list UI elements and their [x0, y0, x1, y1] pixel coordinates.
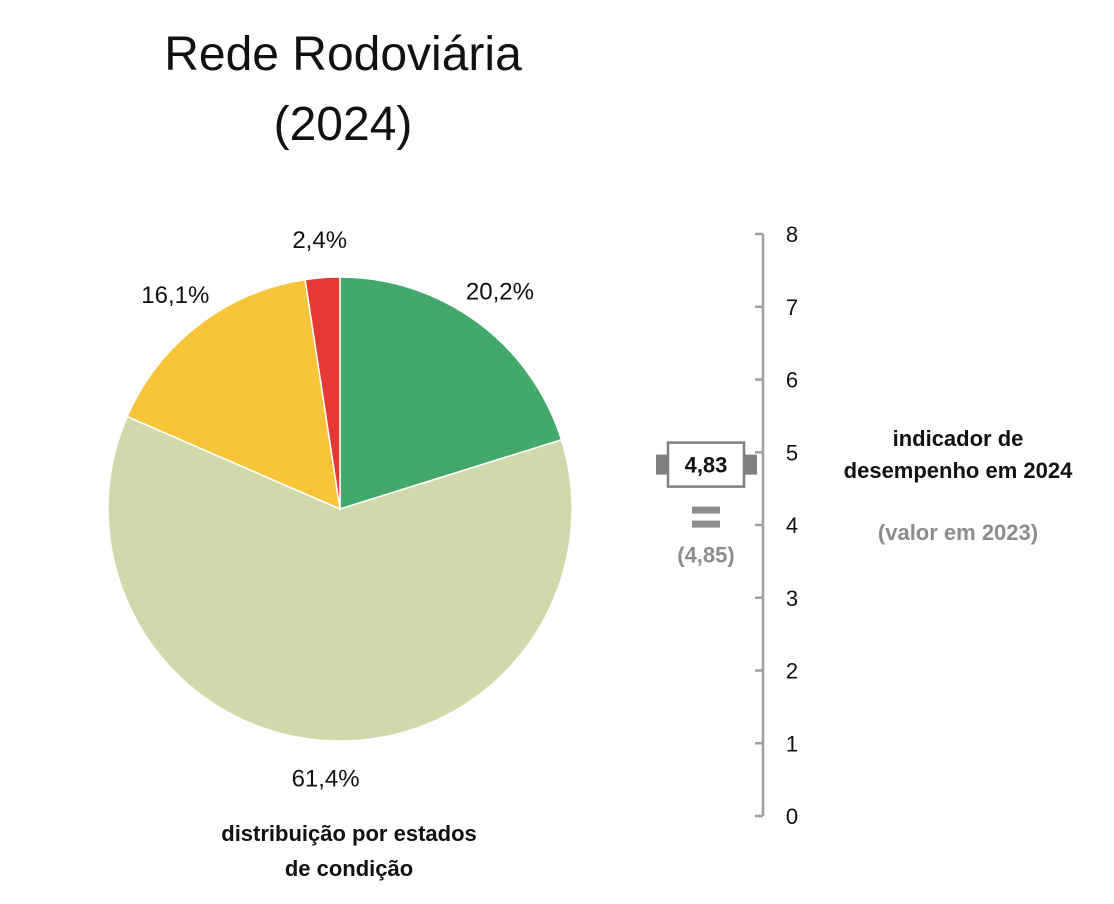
scale-tick-label-5: 5	[786, 440, 798, 465]
scale-ticks: 0 1 2 3 4 5 6 7 8	[755, 222, 798, 829]
marker-left-stub	[656, 454, 668, 475]
equal-icon-bar-top	[692, 506, 720, 514]
scale-tick-label-4: 4	[786, 513, 798, 538]
marker-right-stub	[744, 454, 757, 475]
indicator-value-2023: (4,85)	[677, 543, 734, 568]
scale-tick-label-3: 3	[786, 586, 798, 611]
scale-tick-label-0: 0	[786, 804, 798, 829]
scale-tick-label-7: 7	[786, 295, 798, 320]
indicator-legend-sub: (valor em 2023)	[878, 520, 1038, 545]
pie-slice-1	[107, 415, 573, 742]
chart-title-line-2: (2024)	[274, 98, 413, 151]
pie-caption-line-2: de condição	[285, 856, 413, 881]
pie-labels: 20,2% 61,4% 16,1% 2,4%	[141, 227, 534, 793]
indicator-legend-line-1: indicador de	[893, 426, 1024, 451]
pie-caption-line-1: distribuição por estados	[221, 821, 477, 846]
indicator-value-2024: 4,83	[685, 453, 728, 478]
chart-title-line-1: Rede Rodoviária	[164, 28, 522, 81]
equal-icon	[692, 506, 720, 528]
scale-tick-label-2: 2	[786, 659, 798, 684]
pie-slice-label-2: 16,1%	[141, 282, 209, 309]
pie-slice-0	[339, 276, 563, 511]
scale-tick-label-6: 6	[786, 368, 798, 393]
equal-icon-bar-bottom	[692, 520, 720, 528]
pie-slice-label-0: 20,2%	[466, 278, 534, 305]
scale-tick-label-8: 8	[786, 222, 798, 247]
indicator-marker: 4,83	[656, 441, 757, 488]
indicator-legend-line-2: desempenho em 2024	[844, 458, 1073, 483]
scale-tick-label-1: 1	[786, 731, 798, 756]
pie-slice-label-3: 2,4%	[292, 227, 347, 254]
indicator-value-box	[666, 441, 746, 488]
pie-slices	[107, 276, 573, 742]
pie-slice-3	[304, 276, 341, 510]
pie-slice-label-1: 61,4%	[292, 766, 360, 793]
pie-slice-2	[126, 278, 341, 511]
